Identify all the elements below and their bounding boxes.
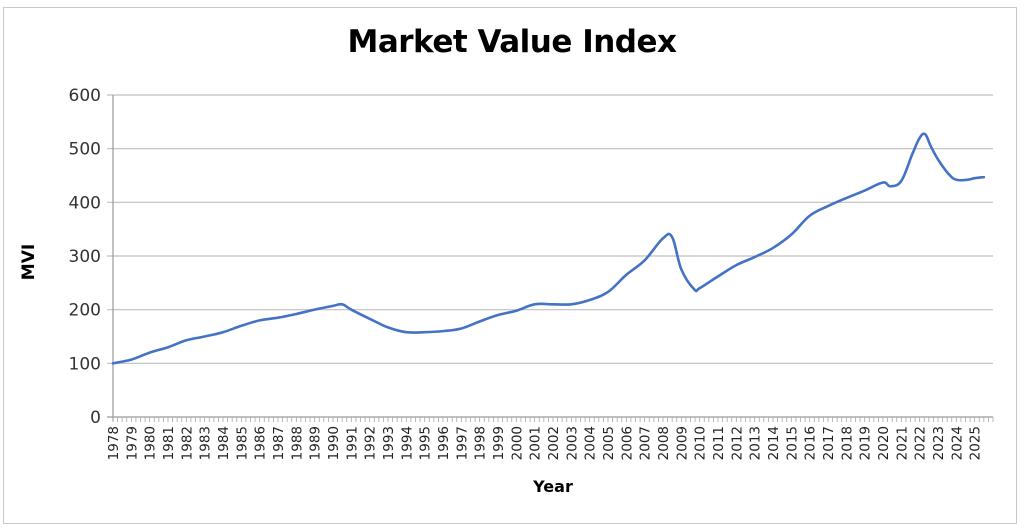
- y-tick-label: 100: [69, 354, 101, 374]
- x-tick-label: 2008: [656, 426, 672, 460]
- x-tick-label: 2012: [729, 426, 745, 460]
- mvi-series-line: [111, 132, 986, 365]
- y-tick-label: 300: [69, 247, 101, 267]
- x-tick-label: 2006: [619, 426, 635, 460]
- x-tick-label: 1995: [418, 426, 434, 460]
- x-tick-label: 1984: [216, 426, 232, 460]
- x-axis: 1978 1979 1980 1981 1982 1983 1984 1985 1986 1987…: [106, 417, 994, 460]
- x-tick-label: 1987: [271, 426, 287, 460]
- x-tick-label: 1990: [326, 426, 342, 460]
- y-tick-label: 500: [69, 140, 101, 160]
- chart-title: Market Value Index: [347, 24, 677, 60]
- x-tick-label: 2024: [949, 426, 965, 460]
- x-tick-label: 2011: [711, 426, 727, 460]
- x-tick-label: 1999: [491, 426, 507, 460]
- x-tick-label: 2010: [693, 426, 709, 460]
- x-tick-label: 2005: [601, 426, 617, 460]
- y-tick-label: 0: [90, 408, 101, 428]
- x-axis-label: Year: [533, 477, 573, 496]
- y-axis-ticks: 0 100 200 300 400 500 600: [69, 86, 101, 428]
- x-tick-label: 2009: [674, 426, 690, 460]
- x-tick-label: 2002: [546, 426, 562, 460]
- x-tick-label: 1996: [436, 426, 452, 460]
- x-tick-label: 1992: [363, 426, 379, 460]
- x-tick-label: 2004: [583, 426, 599, 460]
- x-tick-label: 1988: [289, 426, 305, 460]
- x-tick-label: 1981: [161, 426, 177, 460]
- x-tick-label: 1994: [399, 426, 415, 460]
- x-tick-label: 1980: [143, 426, 159, 460]
- x-tick-label: 1985: [234, 426, 250, 460]
- x-tick-label: 2003: [564, 426, 580, 460]
- y-tick-label: 400: [69, 193, 101, 213]
- x-tick-label: 2023: [931, 426, 947, 460]
- x-tick-label: 2020: [876, 426, 892, 460]
- chart-frame: [3, 7, 1017, 524]
- x-tick-label: 2019: [858, 426, 874, 460]
- x-tick-label: 2018: [839, 426, 855, 460]
- x-tick-label: 1983: [198, 426, 214, 460]
- x-tick-label: 2022: [913, 426, 929, 460]
- x-tick-label: 1982: [179, 426, 195, 460]
- x-tick-label: 2015: [784, 426, 800, 460]
- x-tick-label: 2017: [821, 426, 837, 460]
- x-tick-label: 1997: [454, 426, 470, 460]
- x-tick-label: 1979: [124, 426, 140, 460]
- x-tick-label: 1993: [381, 426, 397, 460]
- x-tick-label: 1989: [308, 426, 324, 460]
- gridlines: [107, 94, 993, 421]
- y-tick-label: 200: [69, 301, 101, 321]
- x-tick-label: 2013: [748, 426, 764, 460]
- x-tick-label: 2000: [509, 426, 525, 460]
- x-tick-label: 1991: [344, 426, 360, 460]
- x-tick-label: 2025: [968, 426, 984, 460]
- x-tick-label: 2001: [528, 426, 544, 460]
- x-tick-label: 1978: [106, 426, 122, 460]
- x-tick-label: 2016: [803, 426, 819, 460]
- x-tick-label: 1998: [473, 426, 489, 460]
- x-tick-label: 2021: [894, 426, 910, 460]
- x-tick-label: 2014: [766, 426, 782, 460]
- x-tick-label: 2007: [638, 426, 654, 460]
- x-tick-label: 1986: [253, 426, 269, 460]
- y-tick-label: 600: [69, 86, 101, 106]
